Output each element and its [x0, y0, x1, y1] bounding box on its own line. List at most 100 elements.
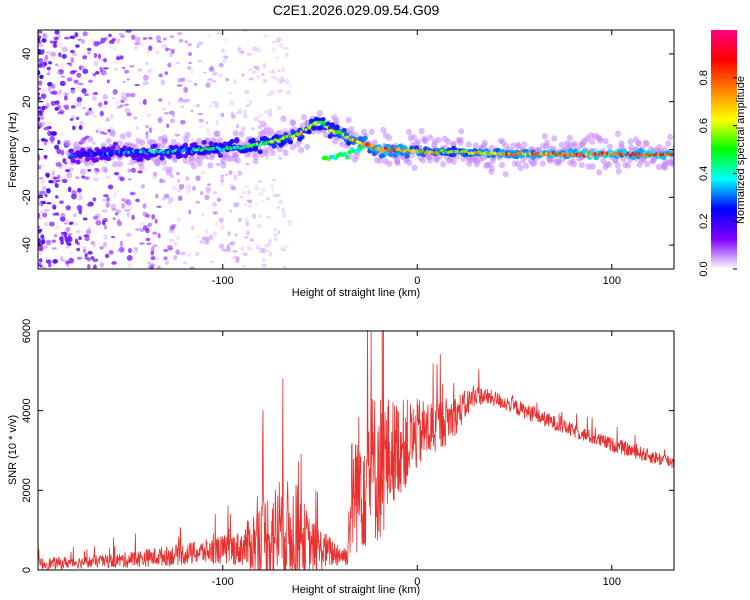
ridge-blob — [311, 124, 317, 130]
noise-blob — [82, 68, 89, 74]
halo-blob — [410, 134, 417, 141]
ridge-core — [671, 153, 674, 157]
noise-blob — [59, 200, 64, 205]
noise-blob — [209, 65, 214, 70]
noise-blob — [122, 80, 126, 84]
noise-blob — [134, 246, 138, 251]
ridge-blob — [299, 134, 305, 140]
noise-blob — [256, 75, 260, 79]
noise-blob — [246, 245, 253, 252]
noise-blob — [51, 239, 56, 243]
noise-blob — [156, 40, 163, 43]
noise-blob — [144, 82, 149, 85]
halo-blob — [262, 149, 269, 157]
x-tick-label: 0 — [414, 275, 420, 287]
noise-blob — [84, 253, 88, 258]
noise-blob — [157, 265, 161, 269]
noise-blob — [53, 233, 58, 238]
noise-blob — [98, 102, 103, 108]
noise-blob — [50, 141, 54, 144]
halo-blob — [188, 154, 195, 161]
noise-blob — [221, 58, 227, 64]
noise-blob — [71, 52, 78, 57]
noise-blob — [195, 200, 201, 204]
noise-blob — [221, 48, 225, 53]
noise-blob — [264, 243, 270, 248]
noise-blob — [248, 68, 253, 71]
noise-blob — [73, 102, 79, 107]
noise-blob — [252, 70, 257, 74]
halo-blob — [269, 149, 276, 156]
halo-blob — [207, 162, 214, 169]
noise-blob — [97, 53, 101, 59]
noise-blob — [100, 262, 104, 268]
noise-blob — [76, 86, 80, 91]
noise-blob — [38, 92, 41, 96]
noise-blob — [38, 164, 45, 168]
noise-blob — [72, 125, 76, 131]
noise-blob — [46, 66, 51, 71]
ridge-blob — [402, 145, 408, 151]
noise-blob — [68, 257, 75, 264]
branch-blob — [342, 151, 348, 157]
noise-blob — [38, 251, 43, 256]
noise-blob — [198, 118, 204, 123]
noise-blob — [285, 90, 292, 96]
noise-blob — [38, 258, 43, 263]
spectrogram-marks — [38, 30, 674, 269]
noise-blob — [128, 178, 132, 181]
noise-blob — [162, 37, 167, 41]
noise-blob — [246, 199, 251, 202]
noise-blob — [39, 190, 46, 195]
colorbar-gradient — [711, 30, 737, 269]
noise-blob — [148, 127, 153, 134]
noise-blob — [190, 69, 194, 75]
noise-blob — [102, 94, 108, 100]
noise-blob — [124, 108, 131, 115]
noise-blob — [211, 100, 218, 104]
noise-blob — [113, 60, 119, 64]
branch-blob — [358, 145, 364, 151]
noise-blob — [234, 233, 239, 237]
colorbar-label: Normalized spectral amplitude — [735, 76, 747, 224]
noise-blob — [50, 84, 55, 88]
noise-blob — [177, 77, 183, 83]
noise-blob — [118, 246, 125, 253]
halo-blob — [420, 157, 427, 164]
noise-blob — [123, 69, 130, 74]
halo-blob — [208, 153, 215, 161]
noise-blob — [81, 246, 87, 249]
noise-blob — [102, 241, 108, 248]
noise-blob — [125, 30, 132, 33]
ridge-blob — [248, 147, 254, 153]
noise-blob — [38, 44, 44, 47]
halo-blob — [109, 130, 116, 137]
noise-blob — [38, 107, 41, 110]
halo-blob — [225, 155, 232, 162]
noise-blob — [285, 52, 289, 58]
ridge-blob — [257, 149, 263, 155]
noise-blob — [208, 66, 215, 72]
ridge-blob — [341, 127, 347, 133]
halo-blob — [394, 158, 401, 165]
noise-blob — [65, 226, 71, 232]
halo-blob — [426, 157, 433, 164]
noise-blob — [129, 65, 135, 68]
noise-blob — [243, 202, 249, 207]
noise-blob — [209, 234, 214, 241]
noise-blob — [168, 228, 174, 234]
halo-blob — [184, 131, 191, 139]
noise-blob — [73, 79, 79, 84]
noise-blob — [51, 170, 55, 175]
noise-blob — [115, 209, 122, 215]
noise-blob — [92, 215, 99, 221]
noise-blob — [38, 225, 41, 229]
noise-blob — [183, 86, 188, 93]
colorbar-tick-label: 0.6 — [698, 118, 710, 133]
noise-blob — [69, 49, 75, 54]
noise-blob — [69, 118, 74, 121]
noise-blob — [40, 116, 45, 120]
noise-blob — [64, 95, 68, 101]
halo-blob — [269, 130, 276, 137]
noise-blob — [150, 256, 156, 261]
